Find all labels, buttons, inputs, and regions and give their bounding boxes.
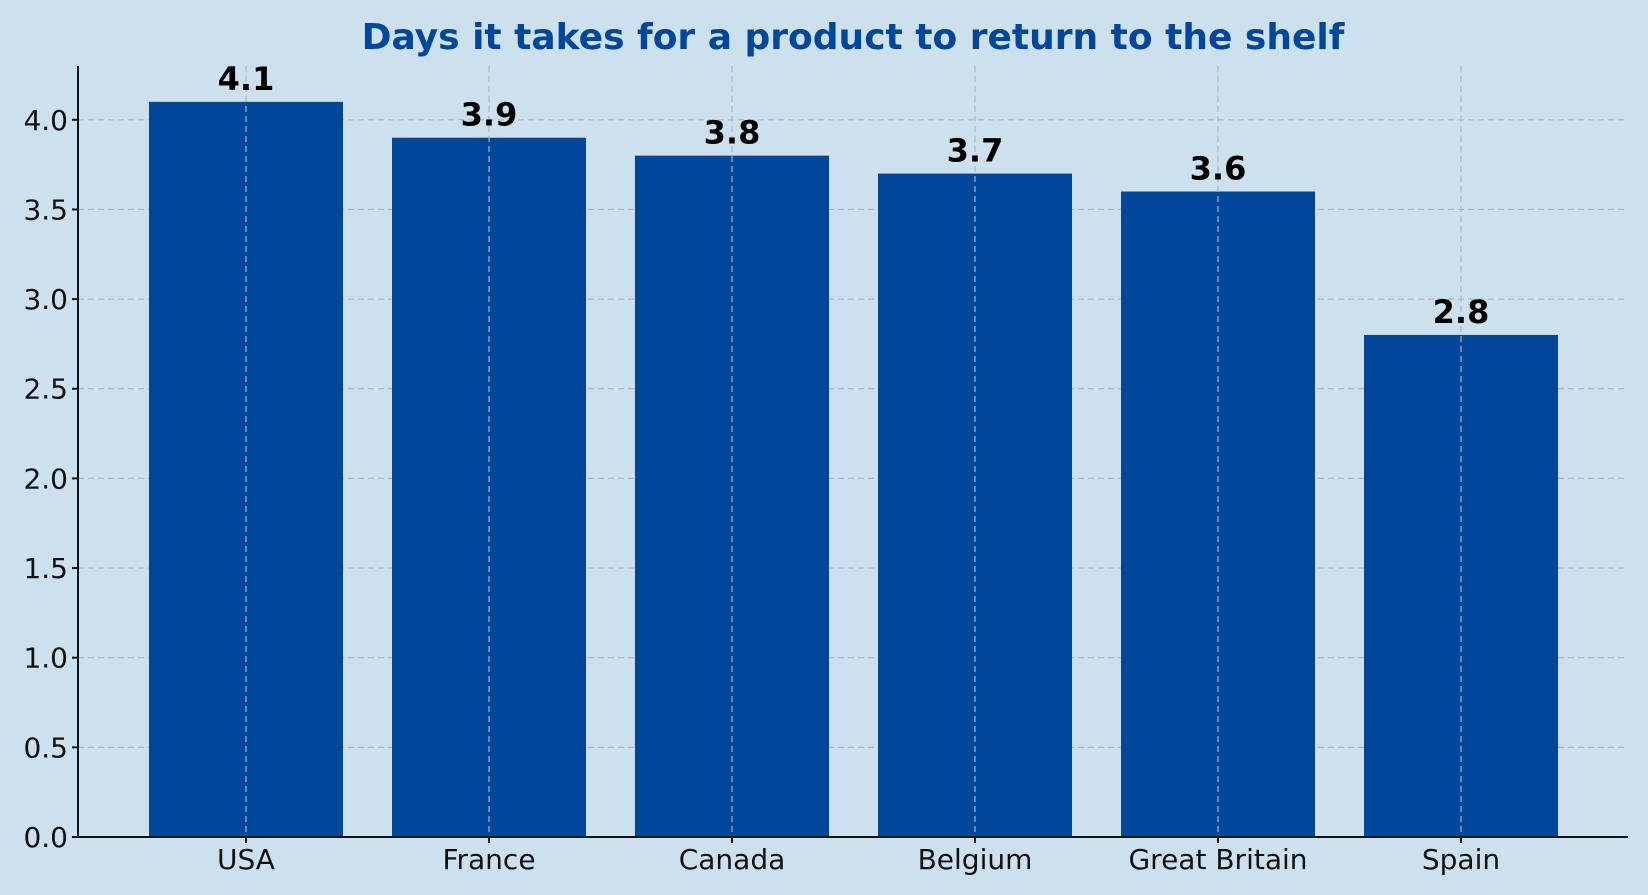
x-tick-labels: USA France Canada Belgium Great Britain Spain (217, 837, 1500, 876)
x-tick-label: Great Britain (1128, 843, 1307, 876)
bar-value-label: 2.8 (1433, 293, 1490, 331)
axes (77, 66, 1628, 838)
x-tick-label: USA (217, 843, 275, 876)
y-tick-label: 1.0 (23, 642, 68, 675)
y-tick-label: 2.0 (23, 462, 68, 495)
x-tick-label: Belgium (918, 843, 1033, 876)
bar-value-labels: 4.1 3.9 3.8 3.7 3.6 2.8 (218, 60, 1490, 331)
y-tick-label: 3.5 (23, 193, 68, 226)
y-tick-label: 2.5 (23, 373, 68, 406)
y-tick-label: 0.5 (23, 731, 68, 764)
y-tick-label: 3.0 (23, 283, 68, 316)
x-tick-label: Spain (1422, 843, 1500, 876)
y-tick-label: 4.0 (23, 104, 68, 137)
bar-value-label: 3.7 (947, 132, 1004, 170)
bar-value-label: 3.9 (461, 96, 518, 134)
chart-title: Days it takes for a product to return to… (362, 17, 1345, 58)
bar-value-label: 3.8 (704, 114, 761, 152)
y-tick-label: 0.0 (23, 821, 68, 854)
bar-value-label: 4.1 (218, 60, 275, 98)
bar-value-label: 3.6 (1190, 150, 1247, 188)
x-tick-label: France (442, 843, 535, 876)
y-tick-labels: 0.0 0.5 1.0 1.5 2.0 2.5 3.0 3.5 4.0 (23, 104, 78, 854)
y-tick-label: 1.5 (23, 552, 68, 585)
x-tick-label: Canada (679, 843, 786, 876)
